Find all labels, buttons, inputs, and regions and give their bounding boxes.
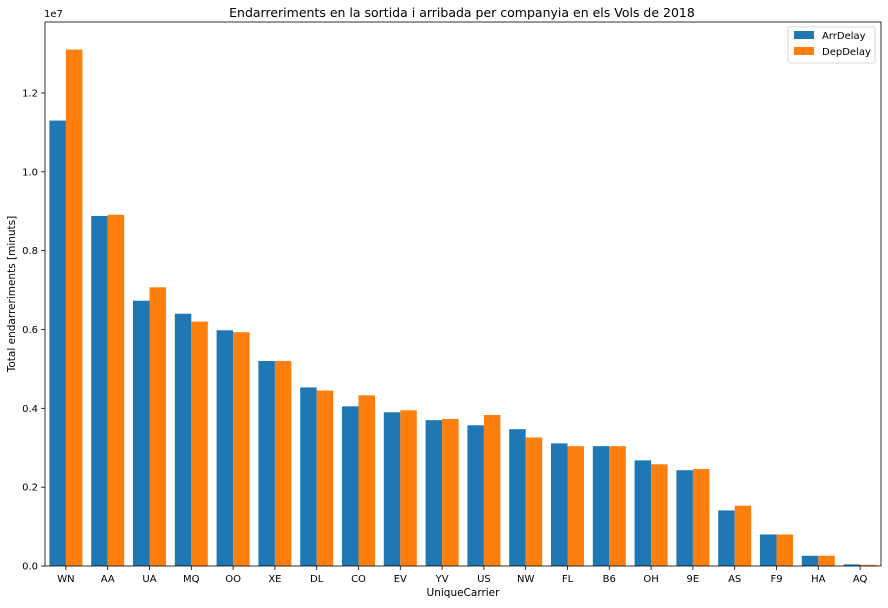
bar-arrdelay-nw: [509, 429, 526, 566]
y-tick-label: 0.6: [22, 325, 38, 336]
bar-depdelay-9e: [692, 469, 710, 566]
bars-layer: [49, 49, 877, 567]
x-tick-label: F9: [770, 574, 782, 585]
x-tick-label: B6: [603, 574, 616, 585]
legend: ArrDelay DepDelay: [787, 26, 876, 64]
bar-depdelay-aa: [107, 214, 125, 566]
bar-arrdelay-fl: [551, 443, 568, 566]
bar-arrdelay-us: [467, 425, 484, 566]
bar-depdelay-f9: [776, 534, 793, 566]
y-tick-label: 1.0: [22, 167, 38, 178]
x-axis-label: UniqueCarrier: [427, 587, 501, 599]
x-tick-label: FL: [562, 574, 574, 585]
bar-arrdelay-yv: [425, 420, 443, 566]
bar-depdelay-ua: [149, 287, 166, 566]
bar-arrdelay-aa: [91, 215, 108, 566]
bar-arrdelay-ha: [801, 555, 819, 566]
bar-arrdelay-ev: [383, 412, 401, 566]
y-tick-label: 0.4: [22, 404, 38, 415]
x-tick-label: AS: [728, 574, 741, 585]
y-tick-label: 0.0: [22, 562, 38, 573]
bar-depdelay-oo: [233, 332, 250, 566]
bar-depdelay-oh: [651, 464, 668, 566]
bar-arrdelay-oh: [634, 460, 652, 566]
bar-arrdelay-ua: [133, 300, 150, 566]
bar-depdelay-ev: [400, 410, 417, 566]
x-tick-label: UA: [142, 574, 156, 585]
bar-arrdelay-9e: [676, 470, 693, 566]
bar-depdelay-wn: [65, 49, 83, 566]
bar-depdelay-us: [483, 415, 501, 566]
x-tick-label: WN: [57, 574, 74, 585]
bar-depdelay-mq: [191, 321, 208, 566]
legend-label-arrdelay: ArrDelay: [822, 31, 866, 42]
bar-depdelay-b6: [609, 446, 626, 566]
x-tick-label: OH: [643, 574, 658, 585]
y-ticks-layer: 0.0 0.2 0.4 0.6 0.8 1.0 1.2: [22, 88, 45, 573]
bar-depdelay-nw: [525, 437, 543, 566]
bar-arrdelay-as: [718, 510, 735, 566]
bar-arrdelay-xe: [258, 361, 275, 566]
bar-arrdelay-oo: [216, 330, 234, 566]
x-ticks-layer: WN AA UA MQ OO XE DL CO EV YV US NW FL B6 OH 9E AS F9 HA AQ: [57, 566, 867, 585]
x-tick-label: 9E: [687, 574, 700, 585]
x-tick-label: NW: [517, 574, 534, 585]
bar-depdelay-dl: [316, 390, 334, 566]
y-tick-label: 0.8: [22, 246, 38, 257]
legend-label-depdelay: DepDelay: [822, 47, 871, 58]
y-tick-label: 0.2: [22, 483, 38, 494]
x-tick-label: XE: [268, 574, 281, 585]
bar-arrdelay-b6: [592, 446, 610, 566]
bar-arrdelay-co: [342, 406, 359, 566]
legend-swatch-depdelay: [794, 47, 814, 55]
x-tick-label: CO: [351, 574, 366, 585]
legend-swatch-arrdelay: [794, 31, 814, 39]
x-tick-label: US: [477, 574, 491, 585]
x-tick-label: YV: [435, 574, 449, 585]
bar-depdelay-aq: [860, 564, 877, 566]
chart-title: Endarreriments en la sortida i arribada …: [229, 5, 695, 20]
bar-depdelay-xe: [274, 361, 292, 566]
y-axis-label: Total endarreriments [minuts]: [6, 216, 18, 374]
y-tick-label: 1.2: [22, 88, 38, 99]
x-tick-label: OO: [225, 574, 241, 585]
x-tick-label: EV: [394, 574, 407, 585]
bar-depdelay-ha: [818, 555, 835, 566]
bar-arrdelay-mq: [174, 313, 192, 566]
x-tick-label: HA: [811, 574, 826, 585]
x-tick-label: AQ: [853, 574, 868, 585]
bar-depdelay-as: [734, 505, 752, 566]
bar-depdelay-fl: [567, 446, 584, 566]
bar-arrdelay-f9: [760, 534, 777, 566]
x-tick-label: AA: [101, 574, 115, 585]
bar-arrdelay-dl: [300, 387, 317, 566]
plot-frame: [44, 21, 882, 567]
bar-depdelay-co: [358, 395, 375, 566]
x-tick-label: DL: [310, 574, 324, 585]
y-offset-label: 1e7: [44, 9, 63, 20]
bar-depdelay-yv: [442, 418, 459, 566]
bar-arrdelay-aq: [843, 564, 861, 566]
x-tick-label: MQ: [183, 574, 200, 585]
bar-arrdelay-wn: [49, 120, 66, 567]
